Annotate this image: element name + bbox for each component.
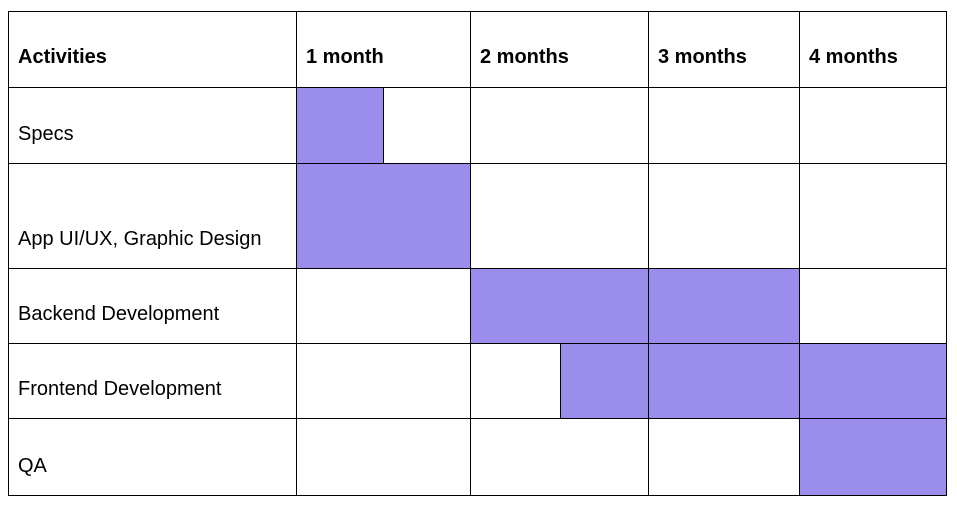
table-row: Frontend Development [8,343,947,419]
table-row: Specs [8,87,947,164]
schedule-bar [471,269,648,343]
timeline-cell [296,87,471,164]
timeline-cell [799,268,947,344]
header-period-3: 3 months [648,11,800,88]
gantt-table: Activities 1 month 2 months 3 months 4 m… [8,11,947,496]
timeline-cell [648,163,800,269]
schedule-bar [800,419,946,495]
schedule-bar [649,344,799,418]
activity-label: Frontend Development [8,343,297,419]
timeline-cell [799,163,947,269]
timeline-cell [648,418,800,496]
schedule-bar [559,344,648,418]
header-period-4: 4 months [799,11,947,88]
timeline-cell [799,87,947,164]
timeline-cell [296,418,471,496]
timeline-cell [648,87,800,164]
timeline-cell [296,268,471,344]
table-row: QA [8,418,947,496]
timeline-cell [470,343,649,419]
header-period-2: 2 months [470,11,649,88]
timeline-cell [799,343,947,419]
schedule-bar [800,344,946,418]
timeline-cell [470,418,649,496]
table-row: App UI/UX, Graphic Design [8,163,947,269]
timeline-cell [296,343,471,419]
timeline-cell [470,87,649,164]
activity-label: Backend Development [8,268,297,344]
activity-label: App UI/UX, Graphic Design [8,163,297,269]
timeline-cell [648,268,800,344]
timeline-cell [799,418,947,496]
schedule-bar [649,269,799,343]
timeline-cell [470,163,649,269]
table-row: Backend Development [8,268,947,344]
schedule-bar [297,88,384,163]
timeline-cell [296,163,471,269]
activity-label: QA [8,418,297,496]
header-row: Activities 1 month 2 months 3 months 4 m… [8,11,947,88]
header-activities: Activities [8,11,297,88]
activity-label: Specs [8,87,297,164]
schedule-bar [297,164,470,268]
timeline-cell [470,268,649,344]
header-period-1: 1 month [296,11,471,88]
timeline-cell [648,343,800,419]
